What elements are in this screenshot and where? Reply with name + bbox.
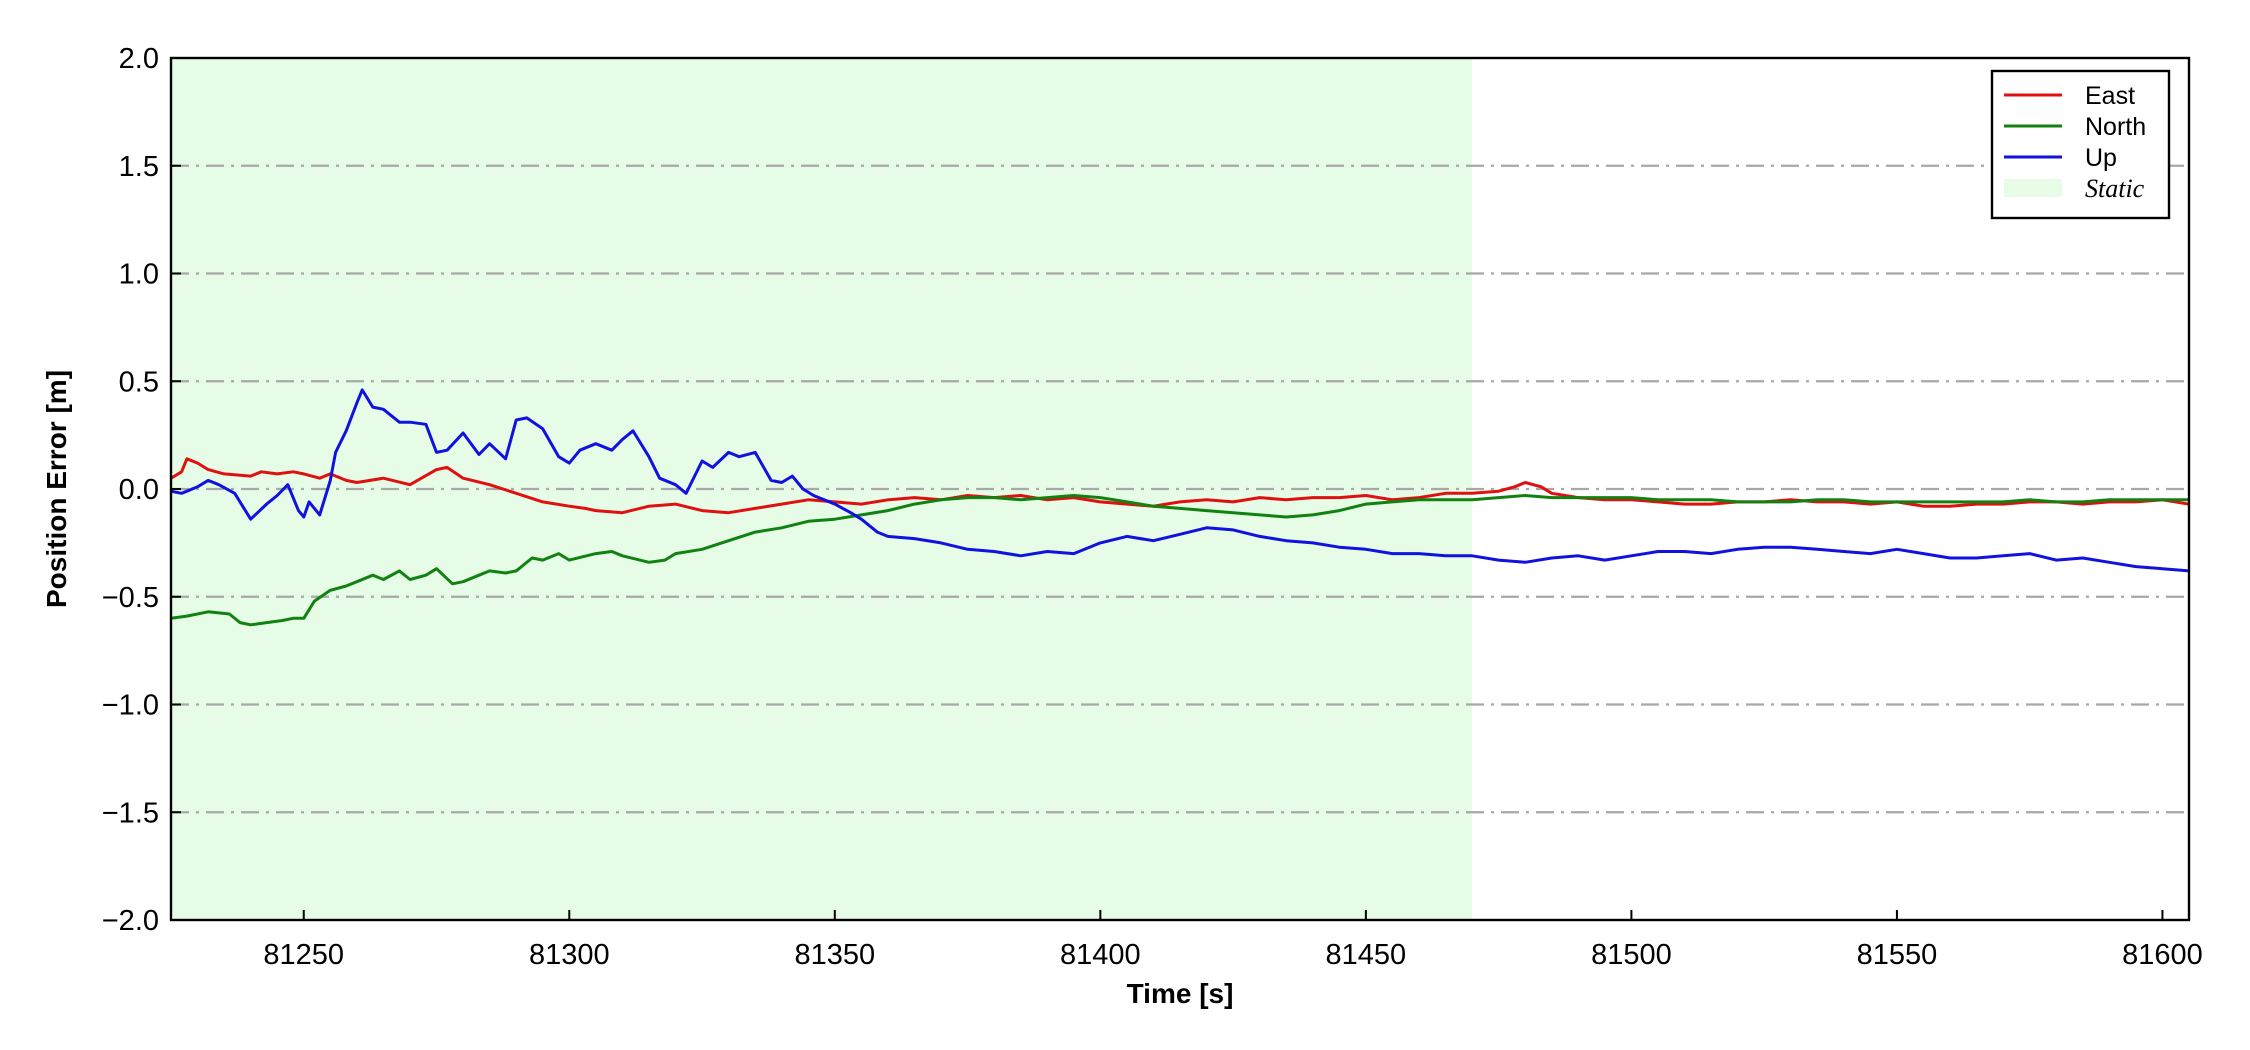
y-tick-label: −1.5 xyxy=(102,797,159,829)
x-tick-label: 81450 xyxy=(1326,939,1407,971)
x-tick-label: 81600 xyxy=(2122,939,2203,971)
x-axis-label: Time [s] xyxy=(1127,978,1234,1009)
static-region xyxy=(171,58,1473,920)
y-tick-label: 2.0 xyxy=(119,43,159,75)
plot-area xyxy=(169,56,2191,922)
y-axis: 2.0 1.5 1.0 0.5 0.0 −0.5 −1.0 −1.5 −2.0 xyxy=(102,43,181,937)
y-tick-label: 0.0 xyxy=(119,474,159,506)
series-line-north xyxy=(171,494,2189,627)
legend-label-up: Up xyxy=(2085,144,2117,172)
series-line-up xyxy=(171,388,2189,573)
x-tick-label: 81500 xyxy=(1591,939,1672,971)
x-tick-label: 81250 xyxy=(263,939,344,971)
y-tick-label: −0.5 xyxy=(102,582,159,614)
y-tick-label: −2.0 xyxy=(102,905,159,937)
x-tick-label: 81400 xyxy=(1060,939,1141,971)
y-tick-label: −1.0 xyxy=(102,690,159,722)
y-tick-label: 1.5 xyxy=(119,151,159,183)
x-tick-label: 81300 xyxy=(529,939,610,971)
y-tick-label: 0.5 xyxy=(119,366,159,398)
series-group xyxy=(171,388,2189,627)
legend-swatch-static xyxy=(2004,179,2062,197)
x-axis: 81250 81300 81350 81400 81450 81500 81550 81600 xyxy=(263,910,2203,971)
x-tick-label: 81550 xyxy=(1857,939,1938,971)
legend-label-north: North xyxy=(2085,113,2146,141)
y-tick-label: 1.0 xyxy=(119,259,159,291)
y-axis-label: Position Error [m] xyxy=(41,370,72,608)
legend-label-east: East xyxy=(2085,82,2135,110)
x-tick-label: 81350 xyxy=(794,939,875,971)
legend-label-static: Static xyxy=(2085,174,2145,203)
